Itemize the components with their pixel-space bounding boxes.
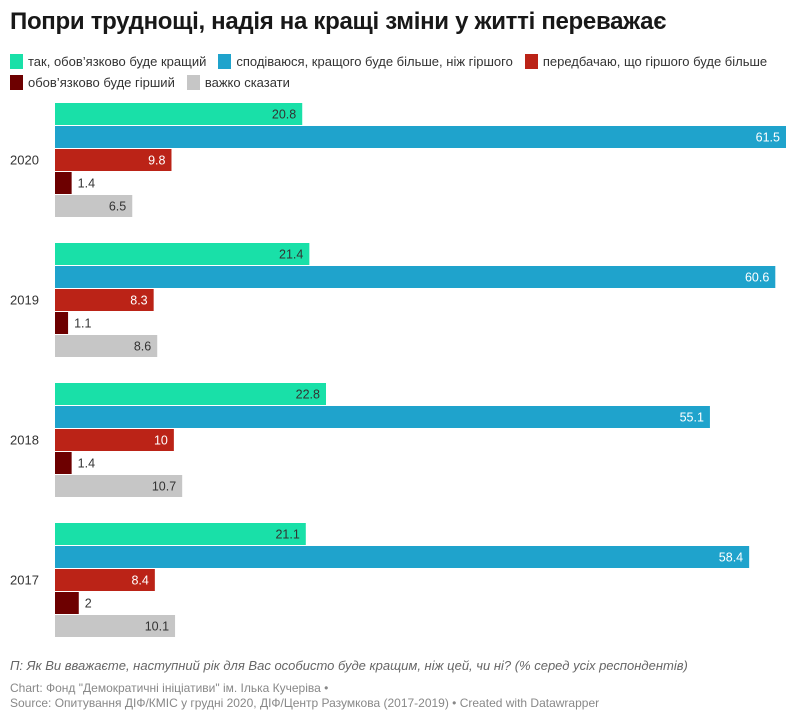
legend-item: важко сказати	[186, 72, 290, 93]
data-label: 10.1	[145, 620, 169, 634]
bar	[55, 149, 172, 171]
bar	[55, 569, 155, 591]
bar	[55, 383, 327, 405]
category-label: 2017	[10, 573, 39, 588]
data-label: 58.4	[719, 551, 743, 565]
bar	[55, 126, 786, 148]
data-label: 21.1	[275, 528, 299, 542]
data-label: 55.1	[680, 411, 704, 425]
data-label: 10.7	[152, 480, 176, 494]
data-label: 20.8	[272, 108, 296, 122]
data-label: 10	[154, 434, 168, 448]
category-label: 2020	[10, 153, 39, 168]
legend-item: обов’язково буде гірший	[10, 72, 175, 93]
data-label: 1.1	[74, 317, 91, 331]
legend-label: обов’язково буде гірший	[28, 75, 175, 90]
legend-swatch	[10, 54, 23, 69]
bar	[55, 523, 306, 545]
survey-question: П: Як Ви вважаєте, наступний рік для Вас…	[10, 658, 688, 673]
data-label: 6.5	[109, 200, 126, 214]
chart-credit: Chart: Фонд "Демократичні ініціативи" ім…	[10, 681, 329, 695]
data-label: 8.6	[134, 340, 151, 354]
legend-label: так, обов’язково буде кращий	[28, 54, 207, 69]
bar	[55, 429, 174, 451]
chart-title: Попри труднощі, надія на кращі зміни у ж…	[10, 8, 667, 35]
legend-label: важко сказати	[204, 75, 290, 90]
data-label: 1.4	[78, 457, 95, 471]
bar	[55, 335, 158, 357]
bar	[55, 615, 176, 637]
legend: так, обов’язково буде кращий сподіваюся, …	[10, 51, 780, 93]
data-label: 8.4	[131, 574, 148, 588]
data-label: 60.6	[745, 271, 769, 285]
category-label: 2018	[10, 433, 39, 448]
bar	[55, 592, 79, 614]
bar	[55, 103, 303, 125]
bar	[55, 195, 133, 217]
legend-item: передбачаю, що гіршого буде більше	[524, 51, 768, 72]
legend-swatch	[218, 54, 232, 69]
legend-label: передбачаю, що гіршого буде більше	[542, 54, 768, 69]
data-label: 9.8	[148, 154, 165, 168]
legend-swatch	[10, 75, 23, 90]
bar	[55, 289, 154, 311]
bar	[55, 475, 183, 497]
data-label: 22.8	[296, 388, 320, 402]
legend-item: так, обов’язково буде кращий	[10, 51, 206, 72]
category-label: 2019	[10, 293, 39, 308]
bar	[55, 406, 710, 428]
bar	[55, 266, 776, 288]
legend-swatch	[524, 54, 538, 69]
legend-item: сподіваюся, кращого буде більше, ніж гір…	[218, 51, 513, 72]
data-label: 8.3	[130, 294, 147, 308]
data-label: 61.5	[756, 131, 780, 145]
chart-source: Source: Опитування ДІФ/КМІС у грудні 202…	[10, 696, 600, 710]
data-label: 2	[85, 597, 92, 611]
bar-chart: 202020.861.59.81.46.5201921.460.68.31.18…	[10, 103, 786, 637]
data-label: 21.4	[279, 248, 303, 262]
legend-label: сподіваюся, кращого буде більше, ніж гір…	[236, 54, 513, 69]
bar	[55, 243, 310, 265]
bar	[55, 452, 72, 474]
bar	[55, 546, 750, 568]
bar	[55, 172, 72, 194]
legend-swatch	[186, 75, 200, 90]
data-label: 1.4	[78, 177, 95, 191]
bar	[55, 312, 69, 334]
